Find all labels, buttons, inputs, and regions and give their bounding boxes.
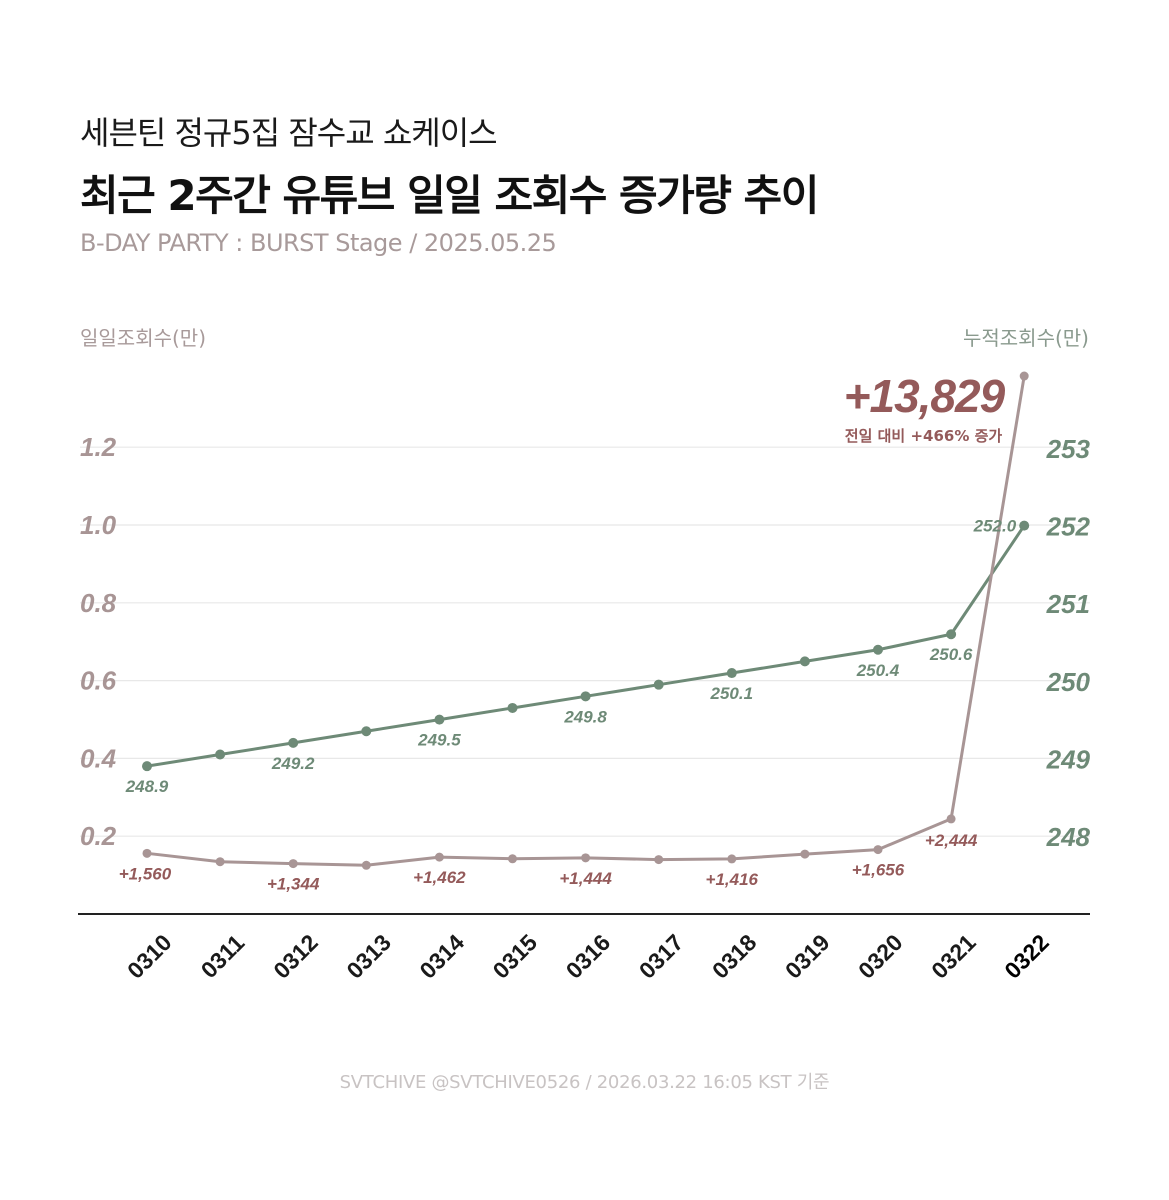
- daily-point: [434, 852, 444, 862]
- right-axis-tick-label: 251: [1046, 589, 1090, 619]
- daily-point: [873, 845, 883, 855]
- right-axis-title: 누적조회수(만): [962, 326, 1089, 350]
- cumulative-data-label: 250.1: [710, 684, 754, 703]
- x-axis-label: 0314: [414, 929, 469, 984]
- highlight-value: +13,829: [844, 370, 1006, 422]
- daily-point: [142, 848, 152, 858]
- daily-data-label: +1,416: [706, 870, 759, 889]
- daily-data-label: +1,444: [559, 869, 612, 888]
- cumulative-point: [288, 737, 299, 748]
- event-caption: B-DAY PARTY : BURST Stage / 2025.05.25: [80, 229, 557, 257]
- cumulative-data-label: 252.0: [973, 517, 1017, 536]
- cumulative-point: [215, 749, 226, 760]
- right-axis-tick-label: 248: [1046, 822, 1091, 852]
- cumulative-point: [873, 644, 883, 655]
- daily-data-label: +1,462: [413, 868, 466, 887]
- cumulative-series-line: [146, 524, 1026, 768]
- x-axis-label: 0313: [341, 929, 396, 984]
- daily-point: [654, 855, 664, 865]
- x-axis-label: 0312: [268, 929, 323, 984]
- x-axis-label: 0310: [122, 929, 177, 984]
- cumulative-point: [142, 761, 152, 772]
- x-axis-label: 0318: [707, 929, 762, 984]
- cumulative-point: [1019, 520, 1030, 531]
- left-axis-tick-label: 1.2: [80, 432, 117, 462]
- daily-series-line: [146, 375, 1026, 867]
- highlight-note: 전일 대비 +466% 증가: [845, 427, 1003, 445]
- daily-point: [361, 860, 371, 870]
- left-axis-tick-label: 0.4: [80, 743, 117, 773]
- cumulative-point: [726, 668, 737, 679]
- left-axis-tick-label: 1.0: [80, 510, 117, 540]
- x-axis-label: 0311: [196, 929, 250, 983]
- cumulative-point: [580, 691, 591, 702]
- x-axis-label: 0320: [853, 929, 908, 984]
- source-footer: SVTCHIVE @SVTCHIVE0526 / 2026.03.22 16:0…: [339, 1072, 830, 1093]
- cumulative-data-label: 248.9: [125, 777, 169, 796]
- right-axis-tick-label: 250: [1046, 667, 1091, 697]
- right-axis-tick-label: 252: [1046, 512, 1091, 542]
- cumulative-point: [946, 629, 957, 640]
- daily-point: [508, 854, 517, 864]
- cumulative-data-label: 250.4: [856, 661, 900, 680]
- cumulative-data-label: 249.8: [563, 707, 607, 726]
- daily-data-label: +1,656: [852, 861, 905, 880]
- left-axis-tick-label: 0.6: [80, 666, 117, 696]
- chart-subtitle: 세븐틴 정규5집 잠수교 쇼케이스: [80, 114, 498, 152]
- daily-point: [288, 859, 298, 869]
- left-axis-title: 일일조회수(만): [80, 326, 207, 350]
- daily-point: [727, 854, 737, 864]
- right-axis-tick-label: 253: [1046, 434, 1091, 464]
- x-axis-label: 0317: [634, 929, 689, 984]
- x-axis-label: 0316: [561, 929, 616, 984]
- cumulative-data-label: 249.2: [271, 754, 315, 773]
- cumulative-point: [361, 726, 372, 737]
- daily-point: [800, 849, 810, 859]
- x-axis-label-highlight: 0322: [999, 929, 1054, 984]
- right-axis-tick-label: 249: [1046, 744, 1091, 774]
- cumulative-point: [799, 656, 810, 667]
- daily-point: [946, 814, 956, 824]
- daily-data-label: +2,444: [925, 831, 978, 850]
- x-axis-label: 0321: [926, 929, 981, 984]
- x-axis-label: 0315: [488, 929, 543, 984]
- left-axis-tick-label: 0.8: [80, 588, 117, 618]
- cumulative-point: [507, 702, 518, 713]
- daily-point: [1019, 371, 1029, 381]
- cumulative-point: [434, 714, 445, 725]
- daily-point: [215, 857, 225, 867]
- daily-data-label: +1,344: [267, 875, 320, 894]
- x-axis-label: 0319: [780, 929, 835, 984]
- cumulative-point: [653, 679, 664, 690]
- cumulative-data-label: 250.6: [929, 645, 973, 664]
- cumulative-data-label: 249.5: [417, 731, 461, 750]
- chart-title: 최근 2주간 유튜브 일일 조회수 증가량 추이: [80, 171, 819, 220]
- daily-point: [581, 853, 591, 863]
- daily-data-label: +1,560: [119, 864, 172, 883]
- left-axis-tick-label: 0.2: [80, 821, 117, 851]
